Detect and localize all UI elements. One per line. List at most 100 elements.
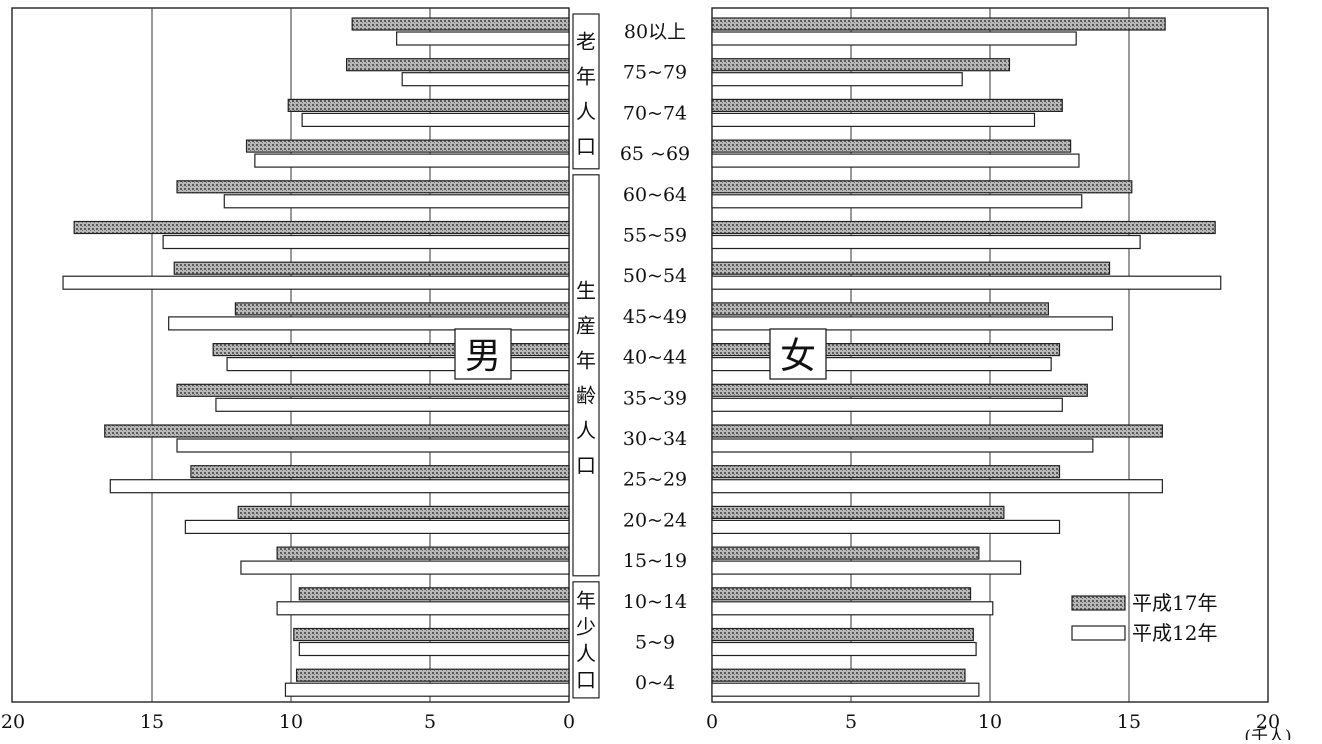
group-label-char: 口: [576, 135, 596, 159]
female-bar-h12: [711, 682, 980, 697]
female-bar-h17: [711, 220, 1216, 235]
group-label-char: 人: [576, 100, 596, 124]
male-bar-h17: [173, 261, 570, 275]
female-bar-h12: [711, 72, 963, 87]
group-label-char: 年: [576, 588, 596, 612]
male-bar-h17: [293, 627, 570, 642]
category-label: 80以上: [624, 21, 686, 43]
female-bar-h17: [711, 58, 1011, 72]
female-bar-h17: [711, 17, 1166, 31]
female-panel-label: 女: [780, 336, 816, 377]
male-bar-h12: [298, 641, 570, 657]
male-bar-h12: [176, 438, 570, 453]
male-bar-h12: [226, 357, 570, 372]
male-bar-h12: [254, 153, 570, 168]
group-label-char: 産: [576, 314, 596, 338]
female-bar-h12: [711, 112, 1036, 128]
female-bar-h12: [711, 31, 1077, 46]
category-label: 55~59: [623, 225, 687, 247]
female-bar-h17: [711, 587, 972, 601]
female-bar-h12: [711, 438, 1094, 453]
group-label-char: 口: [576, 454, 596, 478]
category-label: 50~54: [623, 265, 687, 287]
female-bar-h17: [711, 627, 974, 642]
female-tick-label-3: 15: [1117, 711, 1141, 733]
female-bar-h17: [711, 302, 1049, 316]
female-bar-h17: [711, 546, 980, 560]
group-label-char: 齢: [576, 384, 596, 408]
category-label: 45~49: [623, 306, 687, 328]
male-bar-h12: [401, 72, 570, 87]
female-bar-h12: [711, 560, 1022, 575]
male-bar-h12: [168, 316, 570, 331]
female-tick-label-1: 5: [845, 711, 857, 733]
male-tick-label-0: 0: [563, 711, 575, 733]
female-bar-h17: [711, 465, 1061, 479]
male-panel-label: 男: [465, 336, 501, 377]
male-tick-label-2: 10: [279, 711, 303, 733]
female-label-box: [769, 328, 827, 380]
female-bar-h12: [711, 316, 1113, 331]
male-bar-h12: [396, 31, 570, 46]
group-label-char: 年: [576, 65, 596, 89]
female-tick-label-4: 20: [1256, 711, 1280, 733]
male-bar-h17: [176, 383, 570, 397]
category-label: 60~64: [623, 184, 687, 206]
category-label: 5~9: [635, 632, 675, 654]
male-bar-h12: [240, 560, 570, 575]
male-bar-h17: [351, 17, 570, 31]
female-bar-h12: [711, 234, 1141, 250]
category-label: 65 ~69: [620, 143, 690, 165]
female-tick-label-2: 10: [978, 711, 1002, 733]
male-bar-h17: [190, 465, 570, 479]
female-bar-h12: [711, 601, 994, 616]
legend-swatch-h12: [1071, 625, 1126, 641]
male-bar-h12: [215, 397, 570, 412]
male-bar-h17: [298, 587, 570, 601]
female-bar-h17: [711, 424, 1163, 438]
group-bracket-2: [572, 581, 600, 699]
female-bar-h12: [711, 641, 977, 657]
male-bar-h17: [212, 343, 570, 357]
female-bar-h17: [711, 505, 1005, 519]
female-bar-h17: [711, 98, 1063, 113]
legend-swatch-h17: [1071, 595, 1126, 611]
male-bar-h17: [234, 302, 570, 316]
male-bar-h12: [301, 112, 570, 128]
male-bar-h17: [287, 98, 570, 113]
female-bar-h12: [711, 397, 1063, 412]
unit-label: (千人): [1244, 727, 1291, 740]
male-bar-h17: [73, 220, 570, 235]
group-bracket-1: [572, 174, 600, 577]
female-bar-h12: [711, 479, 1163, 494]
female-tick-label-0: 0: [706, 711, 718, 733]
group-bracket-0: [572, 13, 600, 170]
male-bar-h12: [109, 479, 570, 494]
category-label: 10~14: [623, 591, 687, 613]
group-label-char: 人: [576, 642, 596, 666]
male-bar-h17: [237, 505, 570, 519]
male-label-box: [454, 328, 512, 380]
male-bar-h12: [284, 682, 570, 697]
female-bar-h17: [711, 343, 1061, 357]
male-tick-label-4: 20: [1, 711, 25, 733]
male-tick-label-3: 15: [140, 711, 164, 733]
male-bar-h12: [162, 234, 570, 250]
female-bar-h12: [711, 153, 1080, 168]
male-tick-label-1: 5: [424, 711, 436, 733]
female-bar-h12: [711, 275, 1222, 290]
female-bar-h12: [711, 519, 1061, 535]
category-label: 15~19: [623, 550, 687, 572]
male-bar-h17: [245, 139, 570, 153]
category-label: 30~34: [623, 428, 687, 450]
category-label: 35~39: [623, 387, 687, 409]
male-bar-h17: [104, 424, 570, 438]
female-bar-h17: [711, 139, 1072, 153]
category-label: 40~44: [623, 347, 687, 369]
male-bar-h17: [295, 668, 570, 682]
group-label-char: 年: [576, 349, 596, 373]
legend-label: 平成17年: [1132, 591, 1217, 615]
male-bar-h17: [346, 58, 570, 72]
